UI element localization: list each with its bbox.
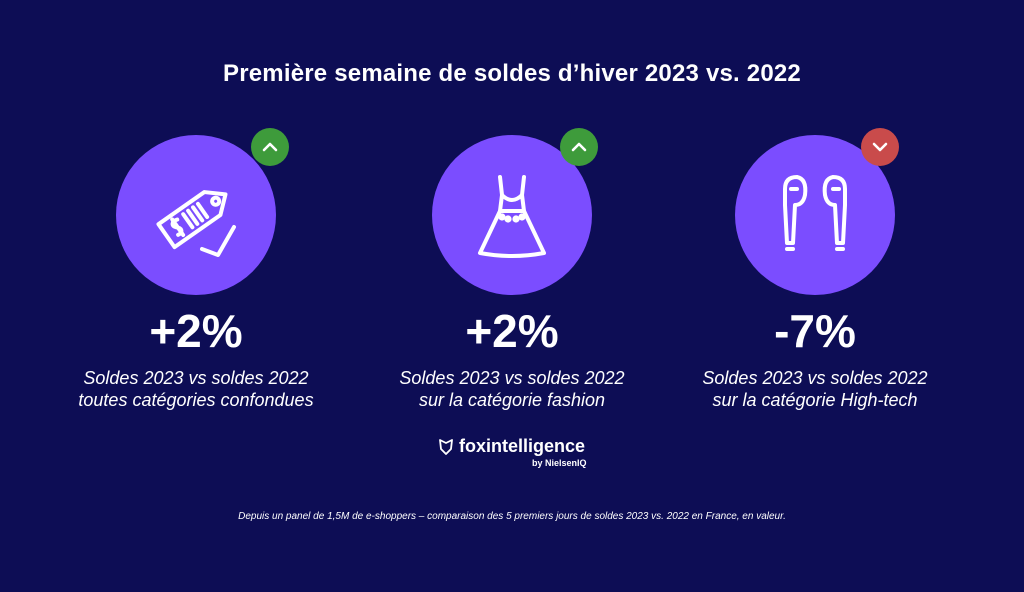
stat-description-line2: sur la catégorie High-tech (712, 390, 918, 410)
price-tag-icon (156, 190, 236, 257)
trend-down-badge (861, 128, 899, 166)
stat-description: Soldes 2023 vs soldes 2022 sur la catégo… (362, 367, 662, 411)
stat-description-line1: Soldes 2023 vs soldes 2022 (702, 368, 928, 388)
dress-icon (478, 175, 546, 258)
stat-description: Soldes 2023 vs soldes 2022 toutes catégo… (46, 367, 346, 411)
stat-value: -7% (774, 305, 856, 357)
stat-description-line2: toutes catégories confondues (78, 390, 314, 410)
stat-all-categories: +2% Soldes 2023 vs soldes 2022 toutes ca… (46, 120, 346, 420)
chevron-up-icon (262, 142, 278, 152)
icon-circle (432, 135, 592, 295)
stat-description: Soldes 2023 vs soldes 2022 sur la catégo… (665, 367, 965, 411)
fox-icon (439, 438, 453, 455)
stat-description-line1: Soldes 2023 vs soldes 2022 (83, 368, 309, 388)
stat-description-line1: Soldes 2023 vs soldes 2022 (399, 368, 625, 388)
page-title: Première semaine de soldes d’hiver 2023 … (223, 60, 801, 87)
earbuds-icon (783, 175, 847, 251)
stat-fashion: +2% Soldes 2023 vs soldes 2022 sur la ca… (362, 120, 662, 420)
footnote: Depuis un panel de 1,5M de e-shoppers – … (238, 511, 786, 522)
brand-subtitle: by NielsenIQ (532, 458, 587, 468)
stat-high-tech: -7% Soldes 2023 vs soldes 2022 sur la ca… (665, 120, 965, 420)
brand-name: foxintelligence (458, 436, 586, 456)
brand-wordmark: foxintelligence (439, 436, 585, 457)
chevron-down-icon (872, 142, 888, 152)
icon-circle (116, 135, 276, 295)
brand-logo: foxintelligence by NielsenIQ (0, 436, 1024, 468)
trend-up-badge (251, 128, 289, 166)
stat-value: +2% (465, 305, 559, 357)
trend-up-badge (560, 128, 598, 166)
stat-value: +2% (149, 305, 243, 357)
chevron-up-icon (571, 142, 587, 152)
stat-description-line2: sur la catégorie fashion (418, 390, 606, 410)
